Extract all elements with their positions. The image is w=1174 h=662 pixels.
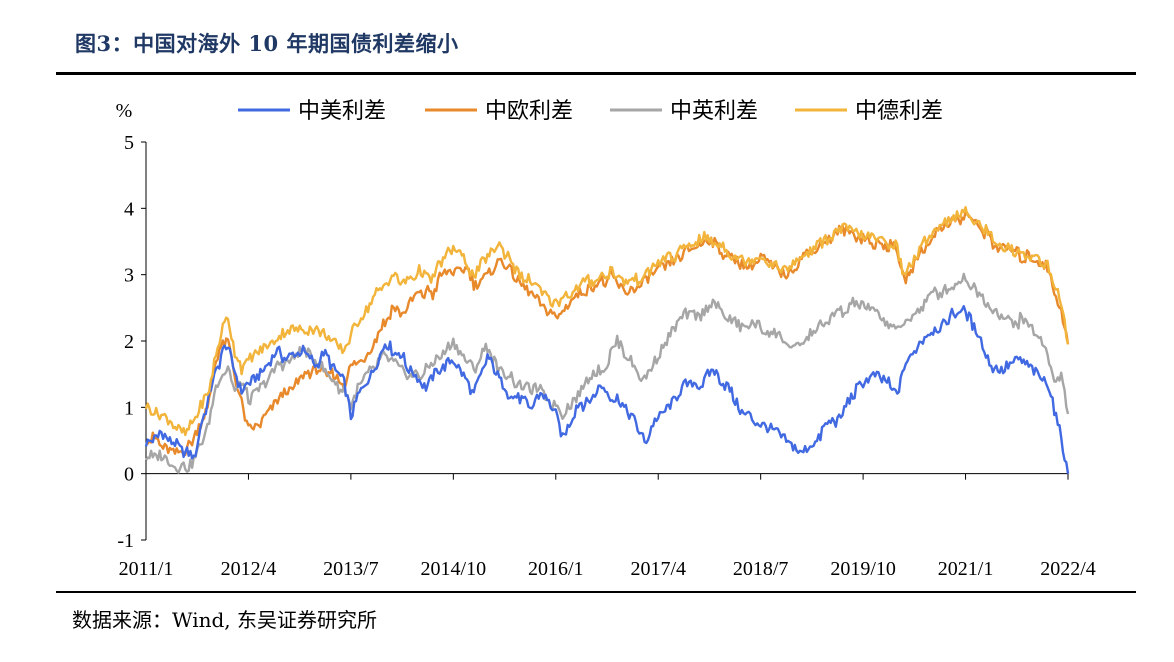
y-tick-label: 2 bbox=[124, 331, 134, 353]
x-tick-label: 2017/4 bbox=[630, 558, 686, 580]
legend-label: 中英利差 bbox=[670, 98, 758, 123]
y-tick-label: 1 bbox=[124, 397, 134, 419]
source-note: 数据来源：Wind, 东吴证券研究所 bbox=[72, 608, 377, 632]
x-tick-label: 2019/10 bbox=[830, 558, 896, 580]
legend-label: 中德利差 bbox=[855, 98, 943, 123]
x-tick-label: 2018/7 bbox=[733, 558, 789, 580]
y-tick-label: 0 bbox=[124, 464, 134, 486]
y-tick-label: 4 bbox=[124, 198, 134, 220]
series-line-4 bbox=[144, 205, 1070, 437]
x-tick-label: 2013/7 bbox=[323, 558, 379, 580]
y-unit-label: % bbox=[116, 100, 133, 122]
y-tick-label: -1 bbox=[117, 530, 134, 552]
x-tick-label: 2021/1 bbox=[938, 558, 994, 580]
x-tick-label: 2016/1 bbox=[528, 558, 584, 580]
series-line-1 bbox=[144, 305, 1070, 474]
legend-label: 中欧利差 bbox=[485, 98, 573, 123]
y-tick-label: 3 bbox=[124, 265, 134, 287]
figure-title: 图3：中国对海外 10 年期国债利差缩小 bbox=[75, 31, 459, 56]
x-tick-label: 2014/10 bbox=[421, 558, 487, 580]
top-rule bbox=[56, 72, 1136, 75]
y-tick-label: 5 bbox=[124, 132, 134, 154]
x-tick-label: 2011/1 bbox=[119, 558, 174, 580]
legend-label: 中美利差 bbox=[298, 98, 386, 123]
chart-axes: 5 4 3 2 1 0 -1% 2011/1 2012/4 2013/7 2014/10 2016/1… bbox=[116, 100, 1096, 580]
x-tick-label: 2022/4 bbox=[1040, 558, 1096, 580]
x-tick-label: 2012/4 bbox=[221, 558, 277, 580]
chart-legend: 中美利差 中欧利差 中英利差 中德利差 bbox=[238, 98, 943, 123]
bottom-rule bbox=[56, 591, 1136, 593]
chart-series bbox=[144, 205, 1070, 474]
series-line-3 bbox=[145, 272, 1070, 474]
